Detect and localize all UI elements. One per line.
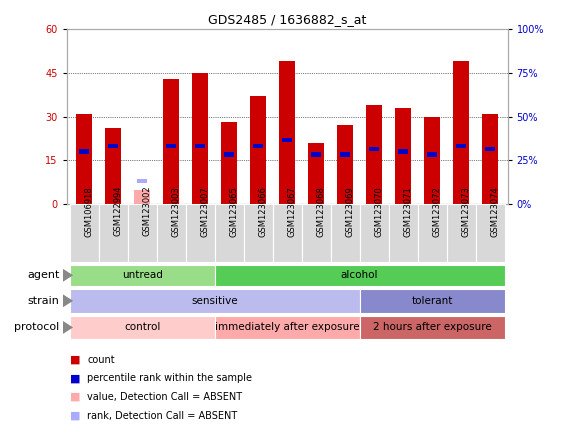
FancyBboxPatch shape: [447, 204, 476, 262]
FancyBboxPatch shape: [157, 204, 186, 262]
FancyBboxPatch shape: [70, 316, 215, 339]
Bar: [134, 190, 150, 204]
Bar: [108, 143, 118, 148]
FancyBboxPatch shape: [186, 204, 215, 262]
Text: ■: ■: [70, 392, 80, 402]
Bar: [369, 147, 379, 151]
Bar: [424, 117, 440, 204]
Text: GSM123070: GSM123070: [374, 186, 383, 237]
Text: GSM122994: GSM122994: [113, 186, 122, 236]
Bar: [485, 147, 495, 151]
Text: ■: ■: [70, 355, 80, 365]
FancyBboxPatch shape: [215, 204, 244, 262]
Bar: [253, 143, 263, 148]
Bar: [282, 138, 292, 142]
Bar: [337, 125, 353, 204]
Text: value, Detection Call = ABSENT: value, Detection Call = ABSENT: [87, 392, 242, 402]
Bar: [308, 143, 324, 204]
Bar: [398, 150, 408, 154]
Bar: [221, 123, 237, 204]
FancyBboxPatch shape: [128, 204, 157, 262]
Polygon shape: [63, 269, 73, 282]
Bar: [250, 96, 266, 204]
Text: rank, Detection Call = ABSENT: rank, Detection Call = ABSENT: [87, 411, 237, 420]
FancyBboxPatch shape: [273, 204, 302, 262]
FancyBboxPatch shape: [360, 289, 505, 313]
Polygon shape: [63, 294, 73, 307]
FancyBboxPatch shape: [70, 265, 215, 286]
Bar: [192, 73, 208, 204]
Bar: [279, 61, 295, 204]
Bar: [224, 152, 234, 157]
Text: control: control: [124, 322, 160, 333]
Text: GSM123003: GSM123003: [171, 186, 180, 237]
FancyBboxPatch shape: [331, 204, 360, 262]
FancyBboxPatch shape: [389, 204, 418, 262]
Text: GSM123007: GSM123007: [200, 186, 209, 237]
FancyBboxPatch shape: [244, 204, 273, 262]
Text: count: count: [87, 355, 115, 365]
Text: percentile rank within the sample: percentile rank within the sample: [87, 373, 252, 383]
Bar: [395, 108, 411, 204]
Bar: [137, 178, 147, 183]
Text: GSM123073: GSM123073: [461, 186, 470, 237]
Text: sensitive: sensitive: [191, 296, 238, 306]
Text: tolerant: tolerant: [411, 296, 453, 306]
Bar: [163, 79, 179, 204]
FancyBboxPatch shape: [476, 204, 505, 262]
Text: GSM123071: GSM123071: [403, 186, 412, 237]
Text: agent: agent: [27, 270, 60, 280]
Polygon shape: [63, 321, 73, 334]
Text: GSM123069: GSM123069: [345, 186, 354, 237]
Bar: [166, 143, 176, 148]
Bar: [105, 128, 121, 204]
FancyBboxPatch shape: [99, 204, 128, 262]
Bar: [456, 143, 466, 148]
Bar: [76, 114, 92, 204]
Bar: [453, 61, 469, 204]
Text: protocol: protocol: [14, 322, 60, 333]
FancyBboxPatch shape: [70, 289, 360, 313]
FancyBboxPatch shape: [302, 204, 331, 262]
Text: immediately after exposure: immediately after exposure: [215, 322, 360, 333]
FancyBboxPatch shape: [215, 265, 505, 286]
Text: untread: untread: [122, 270, 162, 280]
Bar: [195, 143, 205, 148]
Text: GSM123072: GSM123072: [432, 186, 441, 237]
Bar: [311, 152, 321, 157]
Text: 2 hours after exposure: 2 hours after exposure: [373, 322, 491, 333]
FancyBboxPatch shape: [70, 204, 99, 262]
Text: GSM106918: GSM106918: [84, 186, 93, 237]
Text: strain: strain: [28, 296, 60, 306]
Text: GSM123067: GSM123067: [287, 186, 296, 237]
Bar: [427, 152, 437, 157]
Bar: [366, 105, 382, 204]
Text: ■: ■: [70, 373, 80, 383]
Text: GSM123066: GSM123066: [258, 186, 267, 237]
Bar: [79, 150, 89, 154]
Text: GSM123074: GSM123074: [490, 186, 499, 237]
Bar: [340, 152, 350, 157]
Text: GSM123068: GSM123068: [316, 186, 325, 237]
FancyBboxPatch shape: [360, 204, 389, 262]
Bar: [482, 114, 498, 204]
Title: GDS2485 / 1636882_s_at: GDS2485 / 1636882_s_at: [208, 13, 367, 26]
Text: GSM123065: GSM123065: [229, 186, 238, 237]
Text: ■: ■: [70, 411, 80, 420]
Text: alcohol: alcohol: [341, 270, 378, 280]
FancyBboxPatch shape: [215, 316, 360, 339]
FancyBboxPatch shape: [418, 204, 447, 262]
FancyBboxPatch shape: [360, 316, 505, 339]
Text: GSM123002: GSM123002: [142, 186, 151, 237]
